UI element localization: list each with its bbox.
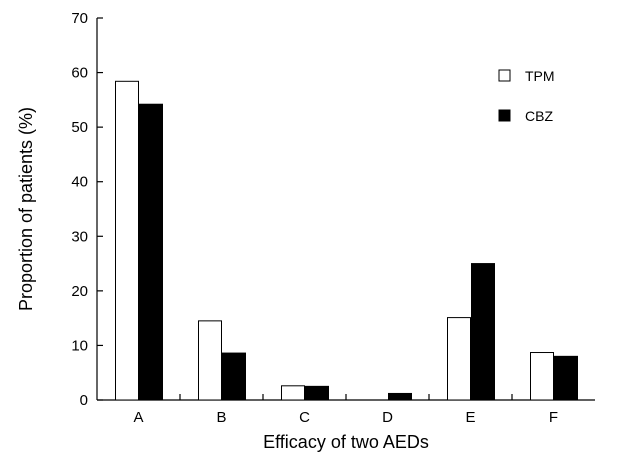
bar-tpm-f: [530, 352, 554, 401]
x-axis-title: Efficacy of two AEDs: [263, 432, 429, 452]
bar-cbz-b: [222, 352, 246, 401]
y-tick-label: 70: [71, 10, 88, 27]
bar-tpm-a: [115, 80, 139, 401]
y-tick-label: 50: [71, 119, 88, 136]
legend-label-tpm: TPM: [525, 68, 555, 84]
y-tick-label: 30: [71, 228, 88, 245]
legend: TPM CBZ: [498, 68, 555, 124]
legend-swatch-tpm: [498, 69, 511, 82]
y-tick-label: 10: [71, 337, 88, 354]
x-tick-label: B: [216, 409, 226, 426]
bars: [115, 80, 578, 401]
bar-cbz-f: [554, 355, 578, 401]
y-tick-label: 60: [71, 65, 88, 82]
legend-swatch-cbz: [498, 109, 511, 122]
bar-tpm-e: [447, 317, 471, 401]
y-tick-label: 40: [71, 174, 88, 191]
x-tick-label: A: [133, 409, 143, 426]
bar-cbz-d: [388, 392, 412, 401]
x-tick-label: C: [299, 409, 310, 426]
bar-tpm-b: [198, 320, 222, 401]
y-axis-title: Proportion of patients (%): [16, 107, 36, 311]
x-tick-label: D: [382, 409, 393, 426]
bar-tpm-c: [281, 385, 305, 401]
bar-cbz-c: [305, 385, 329, 401]
x-tick-label: F: [549, 409, 558, 426]
x-tick-label: E: [465, 409, 475, 426]
x-ticks: A B C D E F: [133, 394, 558, 426]
legend-label-cbz: CBZ: [525, 108, 553, 124]
bar-cbz-e: [471, 263, 495, 401]
y-tick-label: 0: [80, 392, 88, 409]
y-tick-label: 20: [71, 283, 88, 300]
axes: [96, 18, 595, 401]
bar-cbz-a: [139, 103, 163, 401]
y-ticks: 0 10 20 30 40 50 60 70: [71, 10, 103, 409]
